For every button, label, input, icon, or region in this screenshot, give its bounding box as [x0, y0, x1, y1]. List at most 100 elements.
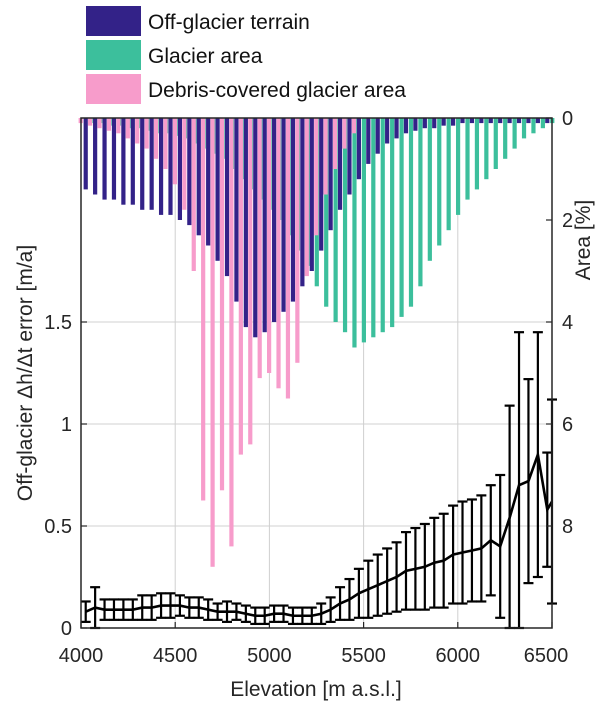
legend-label-glacier: Glacier area	[148, 45, 263, 68]
off-glacier-bar	[394, 118, 399, 139]
off-glacier-bar	[262, 118, 267, 333]
debris-bar	[257, 118, 262, 379]
off-glacier-bar	[516, 118, 522, 124]
off-glacier-bar	[281, 118, 286, 312]
off-glacier-bar	[488, 118, 493, 124]
debris-bar	[238, 118, 243, 455]
bars	[78, 118, 555, 567]
off-glacier-bar	[328, 118, 333, 231]
debris-bar	[153, 118, 159, 159]
glacier-bar	[512, 118, 517, 149]
glacier-bar	[390, 118, 395, 328]
glacier-bar	[521, 118, 527, 139]
glacier-bar	[493, 118, 498, 169]
off-glacier-bar	[450, 118, 456, 126]
debris-bar	[191, 118, 196, 271]
glacier-bar	[352, 118, 357, 348]
x-tick-label: 4000	[59, 645, 104, 667]
debris-bar	[106, 118, 112, 131]
off-glacier-bar	[479, 118, 484, 124]
off-glacier-bar	[469, 118, 475, 124]
off-glacier-bar	[196, 118, 201, 236]
debris-bar	[314, 118, 319, 236]
glacier-bar	[503, 118, 508, 159]
off-glacier-bar	[413, 118, 418, 131]
legend-swatch-off-glacier	[86, 6, 141, 36]
legend: Off-glacier terrain Glacier area Debris-…	[86, 6, 406, 104]
debris-bar	[248, 118, 253, 445]
off-glacier-bar	[234, 118, 239, 302]
off-glacier-bar	[385, 118, 390, 144]
off-glacier-bar	[130, 118, 135, 205]
off-glacier-bar	[319, 118, 324, 251]
off-glacier-bar	[290, 118, 296, 302]
y-right-tick-label: 8	[562, 516, 573, 538]
off-glacier-bar	[215, 118, 220, 261]
glacier-bar	[342, 118, 348, 333]
off-glacier-bar	[140, 118, 145, 210]
debris-bar	[97, 118, 102, 129]
debris-bar	[276, 118, 281, 389]
y-right-tick-label: 2	[562, 210, 573, 232]
error-mean-line	[85, 449, 554, 618]
glacier-bar	[333, 118, 338, 322]
legend-swatch-debris	[86, 74, 141, 104]
off-glacier-bar	[300, 118, 305, 287]
debris-bar	[351, 118, 356, 134]
y-right-tick-label: 6	[562, 414, 573, 436]
glacier-bar	[418, 118, 423, 287]
debris-bar	[144, 118, 149, 149]
off-glacier-bar	[460, 118, 465, 124]
off-glacier-bar	[309, 118, 314, 271]
debris-bar	[116, 118, 121, 134]
y-right-tick-label: 0	[562, 108, 573, 130]
glacier-bar	[437, 118, 442, 246]
y-right-tick-labels: 0 2 4 6 8	[562, 108, 573, 538]
off-glacier-bar	[111, 118, 117, 200]
off-glacier-bar	[93, 118, 98, 195]
debris-bar	[229, 118, 234, 547]
y-left-tick-label: 0.5	[44, 516, 72, 538]
y-left-tick-labels: 0 0.5 1 1.5	[44, 312, 72, 640]
off-glacier-bar	[441, 118, 446, 126]
off-glacier-bar	[224, 118, 230, 277]
x-tick-label: 6000	[436, 645, 481, 667]
debris-bar	[304, 118, 309, 277]
glacier-bar	[324, 118, 329, 307]
debris-bar	[201, 118, 206, 501]
off-glacier-bar	[366, 118, 371, 164]
off-glacier-bar	[83, 118, 88, 190]
y-right-axis-label: Area [%]	[572, 200, 595, 281]
debris-bar	[267, 118, 272, 373]
off-glacier-bar	[149, 118, 154, 210]
debris-bar	[285, 118, 291, 399]
debris-bar	[295, 118, 300, 363]
off-glacier-bar	[206, 118, 211, 246]
y-left-tick-label: 1.5	[44, 312, 72, 334]
glacier-bar	[427, 118, 432, 261]
debris-bar	[88, 118, 93, 126]
off-glacier-bar	[243, 118, 248, 328]
x-tick-label: 4500	[153, 645, 198, 667]
off-glacier-bar	[168, 118, 173, 215]
error-line	[80, 331, 557, 630]
glacier-bar	[371, 118, 376, 338]
glacier-bar	[465, 118, 470, 200]
x-tick-label: 6500	[524, 645, 569, 667]
x-tick-label: 5000	[247, 645, 292, 667]
glacier-bar	[484, 118, 489, 180]
debris-bar	[135, 118, 140, 144]
off-glacier-bar	[347, 118, 352, 195]
off-glacier-bar	[272, 118, 277, 322]
glacier-bar	[399, 118, 404, 317]
glacier-bar	[540, 118, 545, 129]
legend-label-off-glacier: Off-glacier terrain	[148, 11, 310, 34]
off-glacier-bar	[422, 118, 427, 129]
off-glacier-bar	[545, 118, 550, 124]
off-glacier-bar	[253, 118, 258, 338]
debris-bar	[163, 118, 168, 169]
glacier-bar	[474, 118, 480, 190]
y-right-tick-label: 4	[562, 312, 573, 334]
glacier-bar	[408, 118, 414, 307]
